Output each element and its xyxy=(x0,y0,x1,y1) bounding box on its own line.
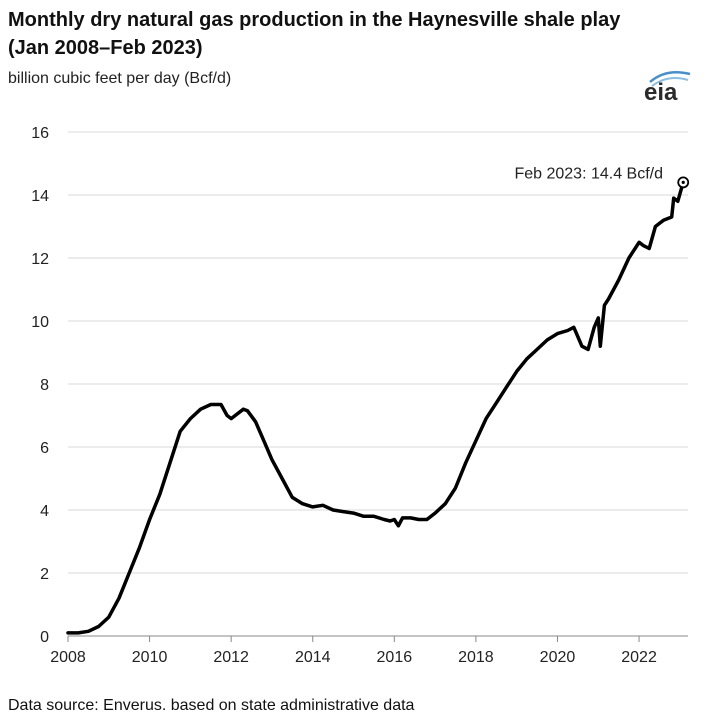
chart-title: Monthly dry natural gas production in th… xyxy=(8,9,621,59)
x-tick-label: 2010 xyxy=(132,649,168,666)
y-tick-label: 8 xyxy=(40,377,49,394)
y-tick-label: 12 xyxy=(31,251,49,268)
svg-text:eia: eia xyxy=(644,79,678,106)
y-tick-label: 4 xyxy=(40,503,49,520)
x-tick-label: 2012 xyxy=(213,649,249,666)
x-tick-label: 2008 xyxy=(50,649,86,666)
x-tick-label: 2020 xyxy=(540,649,576,666)
x-tick-label: 2016 xyxy=(377,649,413,666)
x-tick-label: 2022 xyxy=(621,649,657,666)
data-source-note: Data source: Enverus. based on state adm… xyxy=(8,697,415,714)
end-point-dot xyxy=(681,180,685,184)
y-tick-label: 2 xyxy=(40,566,49,583)
chart-subtitle: billion cubic feet per day (Bcf/d) xyxy=(8,70,232,87)
y-tick-label: 10 xyxy=(31,314,49,331)
y-tick-label: 14 xyxy=(31,188,49,205)
x-tick-label: 2014 xyxy=(295,649,331,666)
y-tick-label: 6 xyxy=(40,440,49,457)
end-point-annotation: Feb 2023: 14.4 Bcf/d xyxy=(514,165,663,182)
production-series-line xyxy=(66,180,685,635)
y-tick-label: 16 xyxy=(31,125,49,142)
y-axis-ticks: 0 2 4 6 8 10 12 14 16 xyxy=(31,125,49,646)
y-tick-label: 0 xyxy=(40,629,49,646)
x-axis-ticks: 2008 2010 2012 2014 2016 2018 2020 2022 xyxy=(50,636,657,666)
x-tick-label: 2018 xyxy=(458,649,494,666)
gridlines xyxy=(68,131,688,574)
eia-logo: eia xyxy=(644,71,691,106)
